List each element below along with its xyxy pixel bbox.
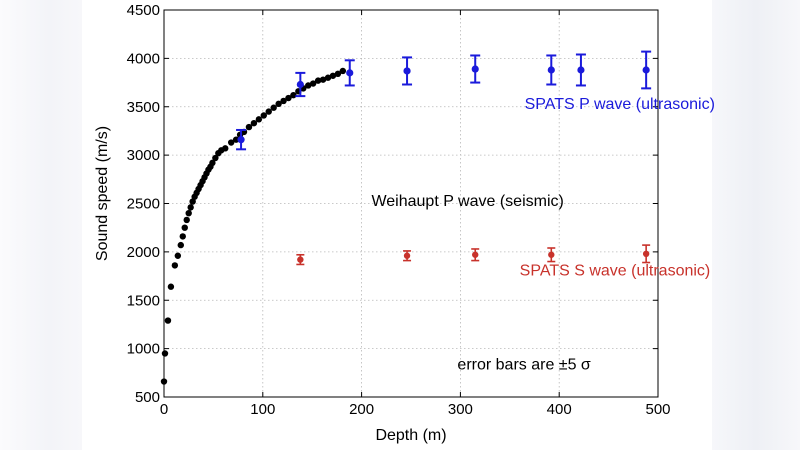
annotation-label: Weihaupt P wave (seismic) xyxy=(371,193,563,210)
data-point xyxy=(296,80,304,89)
data-point xyxy=(334,70,342,78)
y-tick-label: 4000 xyxy=(127,50,160,67)
axis-ticks: 0 100 200 300 400 500 500 1000 1500 2000 2500 3000 3… xyxy=(127,2,671,418)
annotation-label: SPATS P wave (ultrasonic) xyxy=(525,96,715,113)
data-point xyxy=(209,159,216,167)
y-tick-label: 1000 xyxy=(127,341,160,358)
data-marks xyxy=(160,50,652,385)
data-point xyxy=(222,145,229,152)
data-point xyxy=(181,224,188,231)
x-tick-label: 500 xyxy=(645,401,670,418)
data-point xyxy=(280,97,287,105)
y-tick-label: 2500 xyxy=(127,196,160,213)
data-point xyxy=(265,108,272,115)
x-tick-label: 400 xyxy=(547,401,572,418)
annotation-label: error bars are ±5 σ xyxy=(457,356,590,373)
data-point xyxy=(260,112,267,119)
data-point xyxy=(185,209,192,217)
x-axis-title: Depth (m) xyxy=(375,427,446,444)
data-point xyxy=(324,74,332,81)
data-point xyxy=(471,65,479,73)
y-tick-label: 2000 xyxy=(127,244,160,261)
y-tick-label: 1500 xyxy=(127,292,160,309)
x-tick-label: 300 xyxy=(448,401,473,418)
data-point xyxy=(189,198,196,205)
series-3 xyxy=(296,244,651,266)
y-tick-label: 3500 xyxy=(127,99,160,116)
y-tick-label: 500 xyxy=(135,389,160,406)
left-background-panel xyxy=(0,0,82,450)
annotations: SPATS P wave (ultrasonic) Weihaupt P wave… xyxy=(371,96,714,373)
data-point xyxy=(290,91,297,99)
data-point xyxy=(305,82,312,89)
x-tick-label: 0 xyxy=(160,401,168,418)
data-point xyxy=(179,233,186,240)
data-point xyxy=(183,216,190,224)
data-point xyxy=(403,252,411,259)
data-point xyxy=(275,100,282,108)
data-point xyxy=(167,283,175,290)
data-point xyxy=(174,252,182,259)
data-point xyxy=(314,77,322,84)
x-tick-label: 100 xyxy=(250,401,275,418)
data-point xyxy=(297,256,304,263)
data-point xyxy=(285,94,292,102)
data-point xyxy=(642,66,650,74)
data-point xyxy=(319,76,327,83)
data-point xyxy=(403,67,411,75)
data-point xyxy=(160,378,168,385)
data-point xyxy=(329,72,337,79)
series-2 xyxy=(236,50,652,151)
data-point xyxy=(232,136,240,143)
data-point xyxy=(642,250,650,258)
y-axis-title: Sound speed (m/s) xyxy=(94,126,111,261)
series-1 xyxy=(160,67,347,385)
data-point xyxy=(346,69,354,77)
data-point xyxy=(547,66,555,74)
data-point xyxy=(245,123,253,131)
data-point xyxy=(227,139,235,146)
data-point xyxy=(548,251,555,258)
data-point xyxy=(171,262,179,269)
data-point xyxy=(187,204,194,211)
data-point xyxy=(309,80,317,87)
data-point xyxy=(577,66,585,74)
data-point xyxy=(339,67,347,75)
chart-frame xyxy=(82,0,712,450)
data-point xyxy=(164,317,172,324)
x-tick-label: 200 xyxy=(349,401,374,418)
data-point xyxy=(255,116,263,123)
data-point xyxy=(177,241,184,249)
data-point xyxy=(161,350,169,357)
y-tick-label: 4500 xyxy=(127,2,160,19)
y-tick-label: 3000 xyxy=(127,147,160,164)
data-point xyxy=(250,119,258,127)
data-point xyxy=(472,251,479,258)
right-background-panel xyxy=(712,0,800,450)
data-point xyxy=(270,104,277,111)
grid-lines xyxy=(164,10,658,397)
data-point xyxy=(237,136,245,144)
annotation-label: SPATS S wave (ultrasonic) xyxy=(520,263,711,280)
data-point xyxy=(212,154,219,162)
